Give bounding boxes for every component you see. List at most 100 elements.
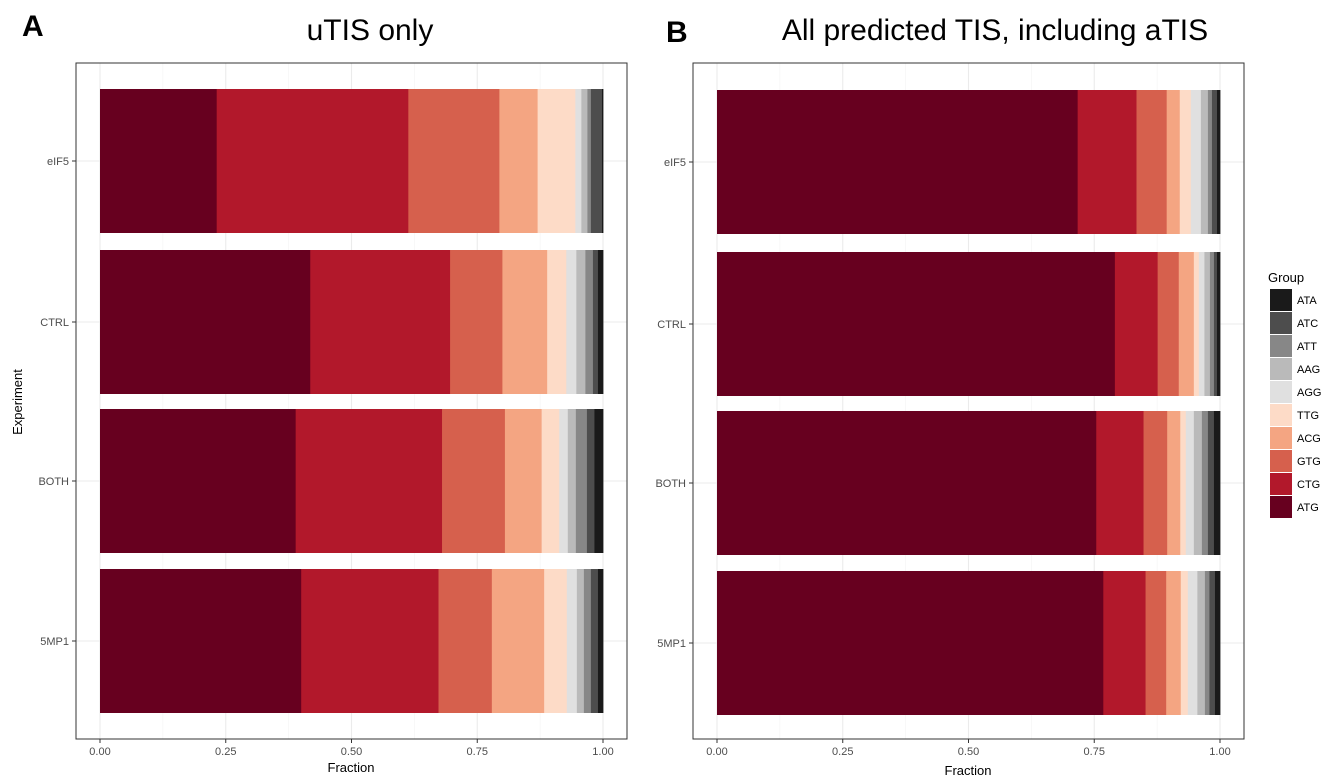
panel-a-bar-5mp1-ata <box>597 569 604 713</box>
panel-b-bar-ctrl-ctg <box>1114 252 1159 396</box>
panel-a-bar-both-acg <box>504 409 543 553</box>
panel-b-x-tick-label: 0.00 <box>706 746 727 758</box>
panel-a-bar-eif5-ttg <box>537 89 576 233</box>
panel-b-bar-both-gtg <box>1143 411 1168 555</box>
legend-title: Group <box>1268 270 1304 285</box>
panel-a-bar-both-agg <box>559 409 569 553</box>
panel-b-bar-both-ttg <box>1180 411 1187 555</box>
panel-a-bar-5mp1-agg <box>566 569 578 713</box>
panel-a-x-tick-label: 0.25 <box>215 746 236 758</box>
panel-b-bar-ctrl-gtg <box>1157 252 1180 396</box>
panel-b-title: All predicted TIS, including aTIS <box>782 14 1208 47</box>
panel-a-bar-ctrl-atg <box>100 250 311 394</box>
panel-b-bar-5mp1-ctg <box>1103 571 1146 715</box>
panel-a-bar-5mp1-att <box>583 569 592 713</box>
panel-b-bar-ctrl-aag <box>1204 252 1211 396</box>
panel-b-bar-5mp1-aag <box>1197 571 1206 715</box>
panel-a-bar-both-att <box>575 409 588 553</box>
panel-a-bar-ctrl-atc <box>592 250 599 394</box>
panel-b-bar-eif5-agg <box>1190 90 1202 234</box>
panel-b-x-tick-label: 0.75 <box>1084 746 1105 758</box>
panel-a-bar-5mp1-acg <box>491 569 545 713</box>
legend-swatch-ata <box>1270 289 1292 311</box>
panel-a-bar-5mp1-atg <box>100 569 302 713</box>
panel-a-bar-both-ctg <box>295 409 443 553</box>
panel-a-bar-5mp1-aag <box>576 569 585 713</box>
panel-b-bar-both-atg <box>717 411 1097 555</box>
panel-b-bar-ctrl-atc <box>1213 252 1218 396</box>
panel-b-bar-both-atc <box>1207 411 1215 555</box>
panel-b-x-tick-label: 0.25 <box>832 746 853 758</box>
legend-swatch-atc <box>1270 312 1292 334</box>
panel-a-x-tick-label: 0.50 <box>341 746 362 758</box>
panel-b-bar-ctrl-atg <box>717 252 1116 396</box>
legend-label-acg: ACG <box>1297 433 1321 445</box>
panel-a-bar-ctrl-att <box>585 250 594 394</box>
legend-swatch-gtg <box>1270 450 1292 472</box>
panel-b-bar-ctrl-ttg <box>1193 252 1200 396</box>
panel-b-x-axis-label: Fraction <box>945 763 992 778</box>
panel-a-bar-eif5-gtg <box>408 89 500 233</box>
panel-a-y-tick-label: CTRL <box>40 317 69 329</box>
panel-a-bar-ctrl-ctg <box>310 250 451 394</box>
legend-label-ttg: TTG <box>1297 410 1319 422</box>
panel-a-bar-eif5-att <box>587 89 592 233</box>
panel-b-bar-eif5-att <box>1207 90 1213 234</box>
panel-a-bar-both-aag <box>567 409 577 553</box>
legend-label-atc: ATC <box>1297 318 1318 330</box>
panel-b-bar-5mp1-atc <box>1209 571 1216 715</box>
legend-swatch-att <box>1270 335 1292 357</box>
panel-b-bar-5mp1-ttg <box>1180 571 1189 715</box>
legend-label-gtg: GTG <box>1297 456 1321 468</box>
panel-a-title: uTIS only <box>307 14 434 47</box>
panel-b-bar-eif5-ttg <box>1179 90 1192 234</box>
legend-label-ctg: CTG <box>1297 479 1320 491</box>
panel-a-bar-eif5-atc <box>590 89 603 233</box>
panel-b-bar-5mp1-atg <box>717 571 1104 715</box>
panel-b-plot: eIF5 CTRL BOTH 5MP1 0.00 0.25 0.50 0.75 1.00 <box>655 62 1245 758</box>
panel-a-x-axis-label: Fraction <box>328 760 375 775</box>
panel-b-y-tick-label: CTRL <box>657 319 686 331</box>
panel-b-bar-ctrl-att <box>1209 252 1215 396</box>
panel-a-bar-eif5-aag <box>581 89 588 233</box>
panel-a-bar-both-atc <box>586 409 595 553</box>
panel-b-bar-both-acg <box>1167 411 1181 555</box>
panel-b-bar-ctrl-ata <box>1216 252 1221 396</box>
panel-a-bar-both-atg <box>100 409 297 553</box>
legend-swatch-atg <box>1270 496 1292 518</box>
panel-a-y-tick-label: BOTH <box>38 476 69 488</box>
panel-b-bar-5mp1-gtg <box>1145 571 1167 715</box>
panel-b-bar-5mp1-agg <box>1187 571 1198 715</box>
panel-b-bar-ctrl-acg <box>1178 252 1195 396</box>
panel-b-bar-eif5-atc <box>1211 90 1218 234</box>
panel-b-bar-both-ctg <box>1096 411 1144 555</box>
panel-b-letter: B <box>666 16 688 49</box>
panel-b-bar-eif5-ata <box>1216 90 1221 234</box>
legend-swatch-acg <box>1270 427 1292 449</box>
panel-a-y-tick-label: eIF5 <box>47 156 69 168</box>
panel-a-x-tick-label: 1.00 <box>592 746 613 758</box>
panel-a-bar-ctrl-ttg <box>547 250 567 394</box>
panel-a-bar-ctrl-acg <box>502 250 548 394</box>
legend-label-ata: ATA <box>1297 295 1317 307</box>
panel-b-y-tick-label: BOTH <box>655 478 686 490</box>
panel-b-bar-5mp1-ata <box>1214 571 1221 715</box>
legend-swatch-ctg <box>1270 473 1292 495</box>
legend-swatch-aag <box>1270 358 1292 380</box>
panel-a-letter: A <box>22 10 44 43</box>
panel-b-bar-eif5-ctg <box>1077 90 1137 234</box>
panel-b-bar-eif5-atg <box>717 90 1079 234</box>
panel-a-bar-both-ata <box>594 409 604 553</box>
panel-a-bar-ctrl-ata <box>597 250 604 394</box>
panel-b-bar-eif5-gtg <box>1136 90 1168 234</box>
legend-label-att: ATT <box>1297 341 1317 353</box>
panel-a-bar-eif5-ata <box>601 89 604 233</box>
panel-a-bar-eif5-atg <box>100 89 218 233</box>
panel-a-bar-5mp1-atc <box>590 569 599 713</box>
panel-b-x-tick-label: 0.50 <box>958 746 979 758</box>
panel-a-bar-eif5-ctg <box>216 89 409 233</box>
panel-a-plot: eIF5 CTRL BOTH 5MP1 0.00 0.25 0.50 0.75 1.00 <box>38 62 628 758</box>
panel-b-x-tick-label: 1.00 <box>1209 746 1230 758</box>
panel-a-bar-ctrl-gtg <box>450 250 503 394</box>
